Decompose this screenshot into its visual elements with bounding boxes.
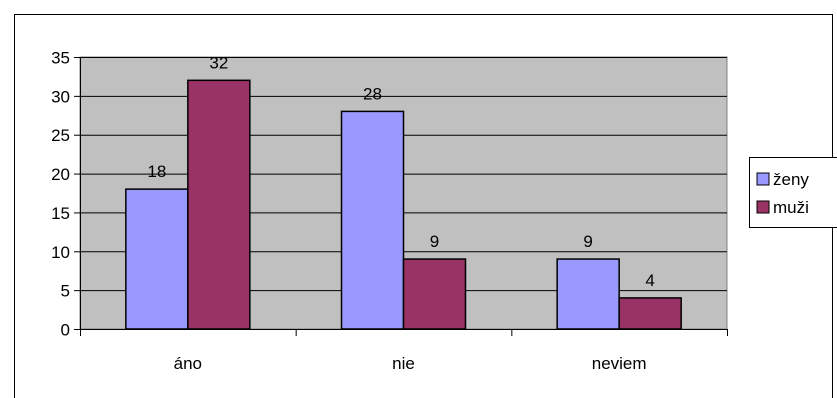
data-label: 18 (147, 162, 166, 181)
x-category-label: áno (174, 354, 202, 373)
axes (74, 57, 728, 336)
y-tick-label: 10 (51, 243, 70, 262)
legend-swatch (756, 172, 770, 186)
labels: 0 5 10 15 20 25 30 35 18 32 áno 28 9 nie 9 4 neviem (51, 49, 655, 374)
y-tick-label: 30 (51, 87, 70, 106)
bar-muži-neviem (618, 297, 682, 330)
data-label: 4 (645, 271, 654, 290)
bar-muži-áno (187, 79, 251, 330)
data-label: 9 (430, 232, 439, 251)
legend-swatch (756, 200, 770, 214)
data-label: 9 (583, 232, 592, 251)
legend-box (749, 157, 837, 228)
x-category-label: nie (392, 354, 415, 373)
bar-muži-nie (402, 258, 467, 330)
y-tick-label: 25 (51, 126, 70, 145)
legend-label: ženy (773, 170, 809, 189)
bar-ženy-neviem (556, 258, 620, 330)
y-tick-label: 0 (61, 321, 70, 340)
y-tick-label: 35 (51, 49, 70, 68)
data-label: 28 (363, 84, 382, 103)
y-tick-label: 5 (61, 282, 70, 301)
bar-ženy-nie (340, 110, 405, 330)
y-tick-label: 20 (51, 165, 70, 184)
y-tick-label: 15 (51, 204, 70, 223)
data-label: 32 (209, 53, 228, 72)
bars (125, 79, 682, 330)
bar-ženy-áno (125, 188, 189, 330)
legend: ženy muži (749, 157, 837, 228)
x-category-label: neviem (592, 354, 647, 373)
legend-label: muži (773, 198, 809, 217)
